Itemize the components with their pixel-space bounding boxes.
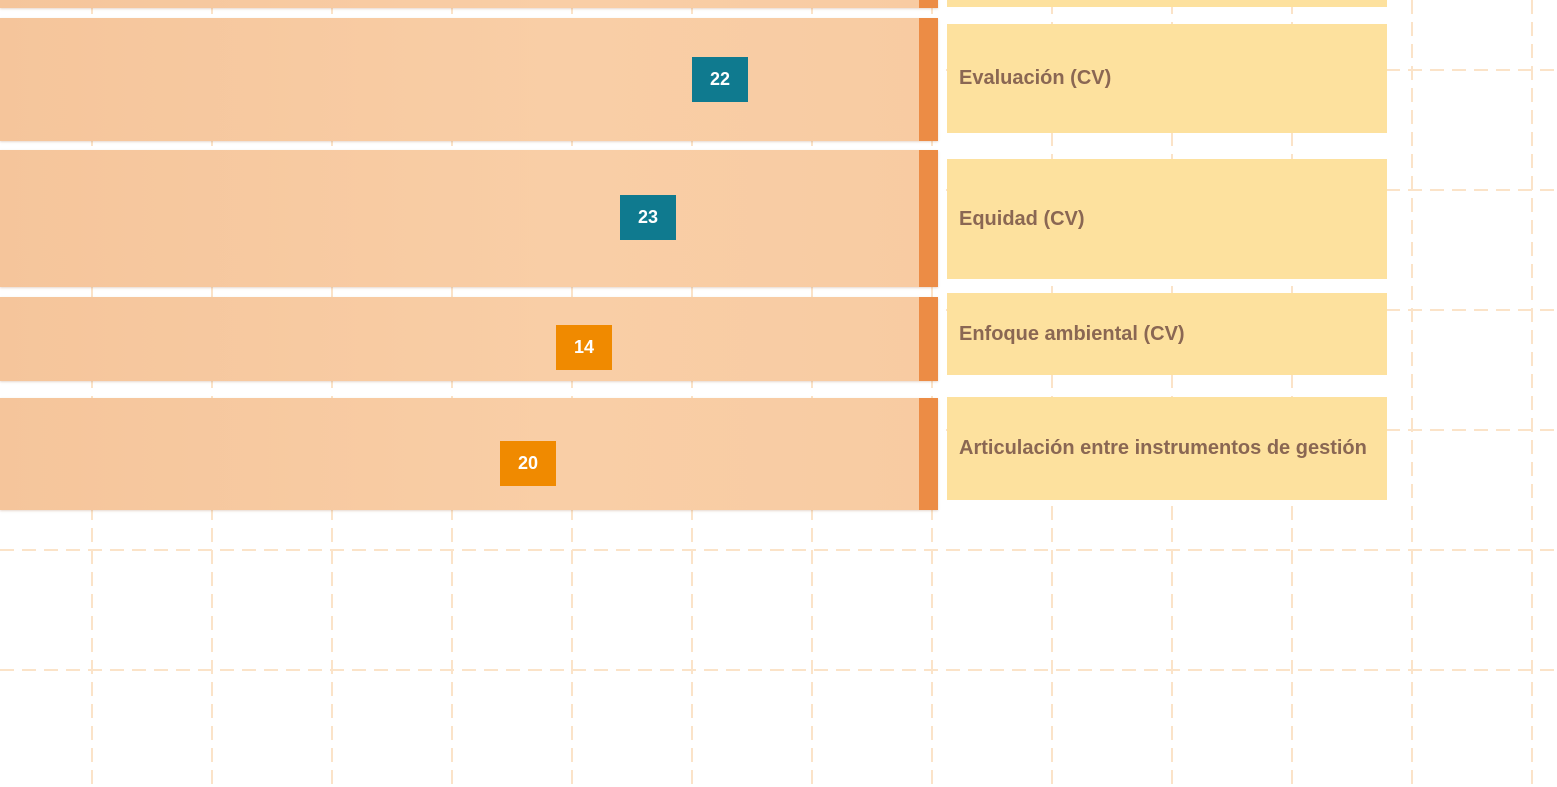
label-box: Articulación entre instrumentos de gesti… <box>947 397 1387 500</box>
value-badge: 23 <box>620 195 676 240</box>
bar-end <box>919 398 938 510</box>
value-badge: 22 <box>692 57 748 102</box>
bar-end <box>919 150 938 287</box>
bar <box>0 398 938 510</box>
bar-partial <box>0 0 938 8</box>
bar <box>0 297 938 381</box>
value-badge: 14 <box>556 325 612 370</box>
label-box: Enfoque ambiental (CV) <box>947 293 1387 375</box>
bar <box>0 18 938 141</box>
bar-end <box>919 18 938 141</box>
label-box: Equidad (CV) <box>947 159 1387 279</box>
bar-end <box>919 297 938 381</box>
label-box: Evaluación (CV) <box>947 24 1387 133</box>
label-box-partial <box>947 0 1387 7</box>
value-badge: 20 <box>500 441 556 486</box>
bar <box>0 150 938 287</box>
